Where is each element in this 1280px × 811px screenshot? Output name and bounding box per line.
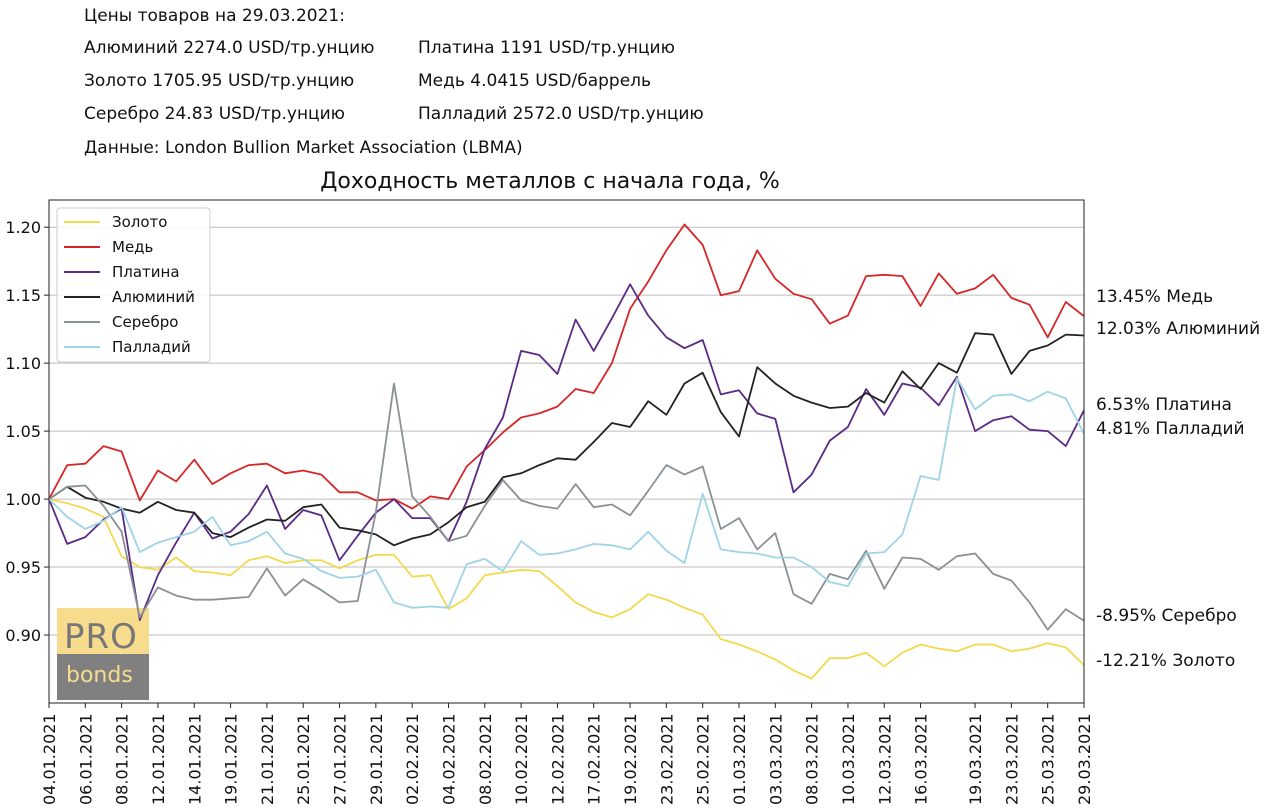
price-aluminium: Алюминий 2274.0 USD/тр.унцию bbox=[84, 38, 375, 58]
x-tick-label: 03.03.2021 bbox=[766, 713, 785, 805]
legend-label: Медь bbox=[112, 238, 153, 256]
price-gold: Золото 1705.95 USD/тр.унцию bbox=[84, 71, 355, 91]
x-tick-label: 08.02.2021 bbox=[476, 713, 495, 805]
x-tick-label: 21.01.2021 bbox=[258, 713, 277, 805]
data-source: Данные: London Bullion Market Associatio… bbox=[84, 138, 523, 158]
x-tick-label: 25.03.2021 bbox=[1039, 713, 1058, 805]
legend-label: Серебро bbox=[112, 313, 178, 331]
y-axis: 0.90 0.95 1.00 1.05 1.10 1.15 1.20 bbox=[5, 218, 49, 645]
x-tick-label: 29.03.2021 bbox=[1075, 713, 1094, 805]
x-tick-label: 29.01.2021 bbox=[367, 713, 386, 805]
x-axis: 04.01.2021 06.01.2021 08.01.2021 12.01.2021… bbox=[40, 703, 1094, 805]
y-tick-label: 1.20 bbox=[5, 218, 41, 237]
legend: Золото Медь Платина Алюминий Серебро Палладий bbox=[56, 207, 211, 363]
x-tick-label: 12.02.2021 bbox=[548, 713, 567, 805]
series-line-Золото bbox=[48, 498, 1085, 680]
x-tick-label: 04.02.2021 bbox=[439, 713, 458, 805]
end-label: 13.45% Медь bbox=[1096, 287, 1213, 307]
series-line-Палладий bbox=[48, 377, 1085, 609]
probonds-watermark: PRO bonds bbox=[57, 608, 149, 700]
y-tick-label: 0.90 bbox=[5, 626, 41, 645]
y-tick-label: 0.95 bbox=[5, 558, 41, 577]
x-tick-label: 06.01.2021 bbox=[76, 713, 95, 805]
series-line-Серебро bbox=[48, 382, 1085, 631]
chart-title: Доходность металлов с начала года, % bbox=[320, 169, 780, 194]
y-tick-label: 1.00 bbox=[5, 490, 41, 509]
x-tick-label: 19.02.2021 bbox=[621, 713, 640, 805]
x-tick-label: 08.01.2021 bbox=[113, 713, 132, 805]
y-tick-label: 1.15 bbox=[5, 286, 41, 305]
x-tick-label: 19.01.2021 bbox=[222, 713, 241, 805]
legend-label: Платина bbox=[112, 263, 180, 281]
price-copper: Медь 4.0415 USD/баррель bbox=[418, 71, 652, 91]
end-labels: -12.21% Золото 13.45% Медь 6.53% Платина 12… bbox=[1096, 287, 1260, 671]
x-tick-label: 25.02.2021 bbox=[694, 713, 713, 805]
series-line-Алюминий bbox=[48, 332, 1085, 547]
x-tick-label: 23.03.2021 bbox=[1002, 713, 1021, 805]
y-tick-label: 1.05 bbox=[5, 422, 41, 441]
price-palladium: Палладий 2572.0 USD/тр.унцию bbox=[418, 104, 704, 124]
x-tick-label: 01.03.2021 bbox=[730, 713, 749, 805]
x-tick-label: 10.03.2021 bbox=[839, 713, 858, 805]
end-label: 6.53% Платина bbox=[1096, 395, 1232, 415]
legend-label: Палладий bbox=[112, 338, 191, 356]
x-tick-label: 27.01.2021 bbox=[331, 713, 350, 805]
x-tick-label: 12.01.2021 bbox=[149, 713, 168, 805]
x-tick-label: 16.03.2021 bbox=[912, 713, 931, 805]
x-tick-label: 23.02.2021 bbox=[657, 713, 676, 805]
watermark-bonds: bonds bbox=[66, 663, 133, 688]
watermark-pro: PRO bbox=[64, 617, 138, 657]
legend-label: Золото bbox=[112, 213, 167, 231]
x-tick-label: 14.01.2021 bbox=[185, 713, 204, 805]
x-tick-label: 04.01.2021 bbox=[40, 713, 59, 805]
end-label: -8.95% Серебро bbox=[1096, 606, 1237, 626]
x-tick-label: 02.02.2021 bbox=[403, 713, 422, 805]
price-silver: Серебро 24.83 USD/тр.унцию bbox=[84, 104, 345, 124]
x-tick-label: 10.02.2021 bbox=[512, 713, 531, 805]
end-label: -12.21% Золото bbox=[1096, 651, 1235, 671]
grid bbox=[49, 226, 1084, 636]
series-lines bbox=[48, 223, 1085, 680]
x-tick-label: 12.03.2021 bbox=[875, 713, 894, 805]
series-line-Медь bbox=[48, 223, 1085, 510]
x-tick-label: 08.03.2021 bbox=[803, 713, 822, 805]
price-platinum: Платина 1191 USD/тр.унцию bbox=[418, 38, 675, 58]
end-label: 12.03% Алюминий bbox=[1096, 319, 1260, 339]
price-date-line: Цены товаров на 29.03.2021: bbox=[84, 6, 345, 26]
x-tick-label: 25.01.2021 bbox=[294, 713, 313, 805]
end-label: 4.81% Палладий bbox=[1096, 419, 1245, 439]
y-tick-label: 1.10 bbox=[5, 354, 41, 373]
x-tick-label: 19.03.2021 bbox=[966, 713, 985, 805]
plot-frame bbox=[48, 199, 1085, 704]
legend-label: Алюминий bbox=[112, 288, 195, 306]
x-tick-label: 17.02.2021 bbox=[585, 713, 604, 805]
